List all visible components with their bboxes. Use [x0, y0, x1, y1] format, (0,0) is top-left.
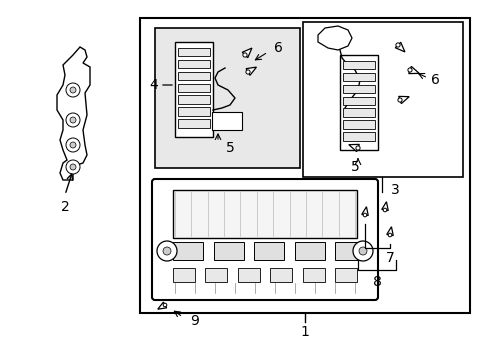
Circle shape — [70, 117, 76, 123]
Text: 2: 2 — [61, 200, 69, 214]
Bar — [302, 268, 324, 282]
Bar — [178, 60, 209, 68]
Text: 5: 5 — [350, 160, 359, 174]
Circle shape — [352, 241, 372, 261]
Circle shape — [395, 43, 399, 47]
Bar — [334, 242, 364, 260]
Circle shape — [66, 113, 80, 127]
Bar — [178, 107, 209, 116]
Polygon shape — [57, 47, 90, 180]
Polygon shape — [242, 48, 251, 58]
Polygon shape — [361, 207, 367, 216]
Polygon shape — [381, 202, 387, 211]
Text: 8: 8 — [372, 275, 381, 289]
Bar — [253, 242, 284, 260]
Bar — [303, 22, 462, 177]
Bar — [178, 119, 209, 127]
Circle shape — [70, 164, 76, 170]
Bar — [343, 120, 374, 129]
Polygon shape — [348, 144, 359, 152]
Bar — [343, 132, 374, 140]
Bar — [205, 268, 227, 282]
Bar — [339, 55, 377, 150]
Bar — [343, 85, 374, 93]
Polygon shape — [317, 26, 351, 50]
Bar — [270, 268, 292, 282]
Circle shape — [397, 98, 401, 102]
Circle shape — [157, 241, 177, 261]
Text: 4: 4 — [149, 78, 158, 92]
Bar — [212, 112, 242, 130]
Polygon shape — [158, 302, 166, 309]
Text: 9: 9 — [190, 314, 199, 328]
Bar — [178, 95, 209, 104]
Circle shape — [163, 303, 166, 307]
Text: 3: 3 — [390, 183, 399, 197]
Bar — [173, 268, 195, 282]
Bar — [178, 48, 209, 56]
Polygon shape — [398, 96, 408, 104]
Bar — [334, 268, 356, 282]
Bar — [173, 242, 203, 260]
Bar — [294, 242, 324, 260]
Circle shape — [358, 247, 366, 255]
Circle shape — [243, 53, 246, 57]
Bar — [213, 242, 243, 260]
Circle shape — [245, 70, 249, 74]
Polygon shape — [394, 42, 404, 52]
Circle shape — [407, 68, 411, 72]
Text: 6: 6 — [429, 73, 439, 87]
Bar — [175, 42, 213, 137]
Bar — [155, 28, 299, 168]
Bar — [173, 190, 356, 238]
Circle shape — [363, 213, 366, 217]
Circle shape — [355, 146, 359, 150]
Text: 1: 1 — [300, 325, 309, 339]
Circle shape — [70, 142, 76, 148]
Circle shape — [387, 233, 391, 237]
Text: 7: 7 — [385, 251, 393, 265]
Polygon shape — [408, 66, 418, 73]
Polygon shape — [245, 67, 256, 75]
FancyBboxPatch shape — [152, 179, 377, 300]
Bar — [343, 108, 374, 117]
Bar — [343, 73, 374, 81]
Bar — [343, 96, 374, 105]
Text: 5: 5 — [225, 141, 234, 155]
Bar — [178, 72, 209, 80]
Circle shape — [383, 208, 386, 212]
Circle shape — [66, 160, 80, 174]
Bar — [343, 61, 374, 69]
Bar — [140, 18, 469, 313]
Bar — [178, 84, 209, 92]
Circle shape — [66, 83, 80, 97]
Circle shape — [66, 138, 80, 152]
Polygon shape — [386, 227, 392, 235]
Circle shape — [163, 247, 171, 255]
Text: 6: 6 — [273, 41, 282, 55]
Circle shape — [70, 87, 76, 93]
Bar — [237, 268, 259, 282]
